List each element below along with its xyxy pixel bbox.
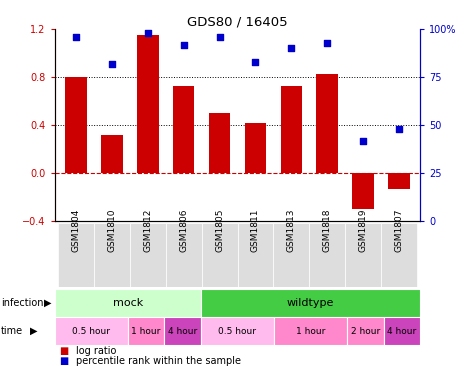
Bar [55, 317, 128, 345]
Bar [238, 223, 273, 287]
Point [252, 59, 259, 65]
Text: 2 hour: 2 hour [351, 326, 380, 336]
Bar [58, 223, 94, 287]
Point [287, 46, 295, 52]
Text: ▶: ▶ [44, 298, 52, 308]
Text: infection: infection [1, 298, 43, 308]
Bar [164, 317, 201, 345]
Text: GSM1818: GSM1818 [323, 209, 332, 252]
Bar [66, 77, 87, 173]
Point [359, 138, 367, 143]
Bar [345, 223, 381, 287]
Text: ■: ■ [59, 346, 68, 356]
Text: GSM1819: GSM1819 [359, 209, 368, 252]
Bar [202, 223, 238, 287]
Text: mock: mock [113, 298, 143, 308]
Text: 4 hour: 4 hour [388, 326, 417, 336]
Text: 0.5 hour: 0.5 hour [218, 326, 256, 336]
Bar [384, 317, 420, 345]
Text: GSM1807: GSM1807 [394, 209, 403, 252]
Bar [173, 86, 194, 173]
Bar [101, 135, 123, 173]
Text: 1 hour: 1 hour [296, 326, 325, 336]
Text: 1 hour: 1 hour [132, 326, 161, 336]
Text: time: time [1, 326, 23, 336]
Point [180, 42, 188, 48]
Text: ■: ■ [59, 356, 68, 366]
Bar [130, 223, 166, 287]
Point [395, 126, 403, 132]
Bar [281, 86, 302, 173]
Bar [309, 223, 345, 287]
Bar [201, 317, 274, 345]
Text: GSM1813: GSM1813 [287, 209, 296, 252]
Text: GSM1805: GSM1805 [215, 209, 224, 252]
Text: GSM1804: GSM1804 [72, 209, 81, 252]
Title: GDS80 / 16405: GDS80 / 16405 [187, 15, 288, 28]
Bar [352, 173, 374, 209]
Text: ▶: ▶ [30, 326, 38, 336]
Bar [166, 223, 202, 287]
Bar [347, 317, 384, 345]
Text: 4 hour: 4 hour [168, 326, 197, 336]
Text: percentile rank within the sample: percentile rank within the sample [76, 356, 241, 366]
Bar [94, 223, 130, 287]
Bar [55, 289, 201, 317]
Bar [273, 223, 309, 287]
Bar [137, 35, 159, 173]
Bar [201, 289, 420, 317]
Text: GSM1810: GSM1810 [107, 209, 116, 252]
Point [108, 61, 116, 67]
Text: GSM1811: GSM1811 [251, 209, 260, 252]
Bar [316, 74, 338, 173]
Point [144, 30, 152, 36]
Bar [381, 223, 417, 287]
Bar [388, 173, 409, 189]
Bar [274, 317, 347, 345]
Text: wildtype: wildtype [287, 298, 334, 308]
Point [216, 34, 223, 40]
Text: GSM1806: GSM1806 [179, 209, 188, 252]
Bar [209, 113, 230, 173]
Bar [245, 123, 266, 173]
Text: GSM1812: GSM1812 [143, 209, 152, 252]
Point [323, 40, 331, 46]
Point [72, 34, 80, 40]
Text: 0.5 hour: 0.5 hour [72, 326, 110, 336]
Text: log ratio: log ratio [76, 346, 116, 356]
Bar [128, 317, 164, 345]
